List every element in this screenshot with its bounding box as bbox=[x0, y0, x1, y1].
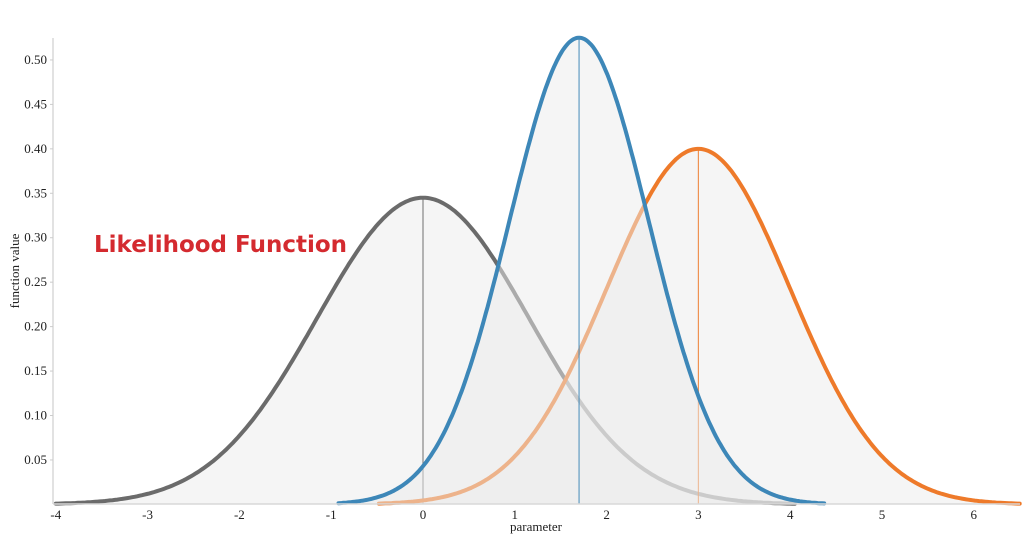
y-tick-label: 0.15 bbox=[24, 363, 47, 378]
x-tick-label: -3 bbox=[142, 507, 153, 522]
y-tick-label: 0.10 bbox=[24, 408, 47, 423]
x-tick-label: 0 bbox=[420, 507, 427, 522]
y-ticks: 0.05 0.10 0.15 0.20 0.25 0.30 0.35 0.40 0.45 0.50 bbox=[24, 52, 53, 467]
series-2-curve bbox=[336, 35, 827, 506]
y-tick-label: 0.30 bbox=[24, 230, 47, 245]
x-tick-label: 4 bbox=[787, 507, 794, 522]
x-tick-label: 5 bbox=[879, 507, 886, 522]
x-tick-label: 2 bbox=[603, 507, 610, 522]
x-ticks: -4 -3 -2 -1 0 1 2 3 4 5 6 bbox=[50, 507, 977, 522]
x-tick-label: 3 bbox=[695, 507, 702, 522]
x-tick-label: 1 bbox=[512, 507, 519, 522]
y-tick-label: 0.20 bbox=[24, 319, 47, 334]
y-tick-label: 0.35 bbox=[24, 185, 47, 200]
series-1-area bbox=[378, 148, 1020, 505]
x-tick-label: -1 bbox=[326, 507, 337, 522]
series-0-area bbox=[55, 197, 795, 505]
y-tick-label: 0.25 bbox=[24, 274, 47, 289]
x-tick-label: 6 bbox=[971, 507, 978, 522]
y-tick-label: 0.05 bbox=[24, 452, 47, 467]
y-tick-label: 0.50 bbox=[24, 52, 47, 67]
series-2-area bbox=[338, 37, 825, 505]
y-tick-label: 0.45 bbox=[24, 96, 47, 111]
chart-title: Likelihood Function bbox=[94, 232, 347, 258]
y-axis-label: function value bbox=[7, 233, 22, 308]
x-tick-label: -4 bbox=[50, 507, 61, 522]
y-tick-label: 0.40 bbox=[24, 141, 47, 156]
curves-layer bbox=[53, 35, 1022, 506]
x-tick-label: -2 bbox=[234, 507, 245, 522]
x-axis-label: parameter bbox=[510, 519, 563, 534]
